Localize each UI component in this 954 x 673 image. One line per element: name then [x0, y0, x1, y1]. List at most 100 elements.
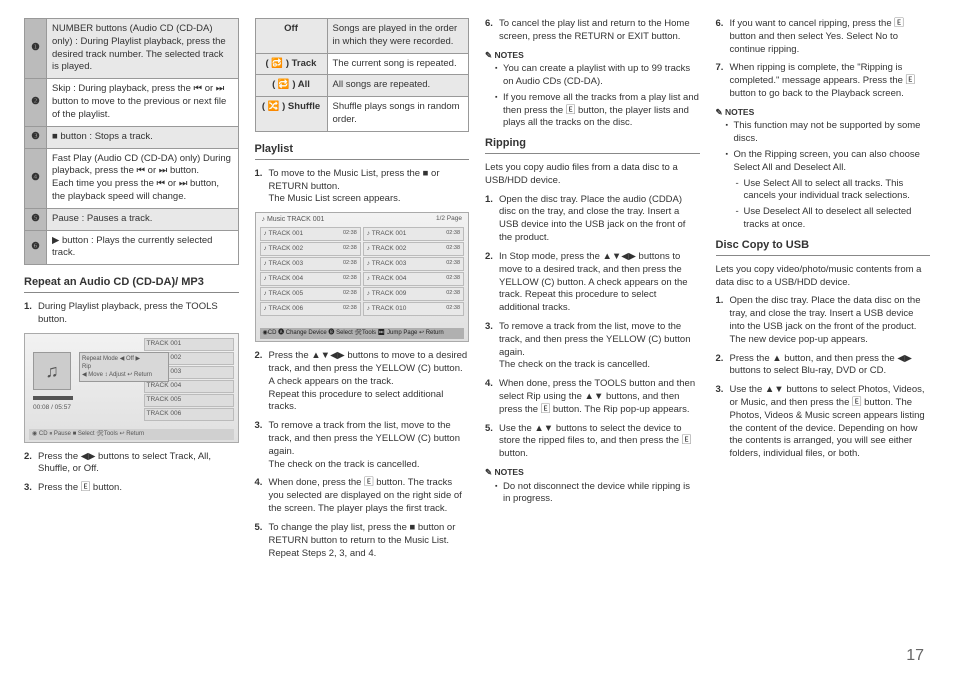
tools-popup: Repeat Mode ◀ Off ▶ Rip ◀ Move ↕ Adjust …	[79, 352, 169, 382]
row-desc: Pause : Pauses a track.	[47, 208, 239, 230]
row-num: ❷	[25, 79, 47, 126]
row-num: ❹	[25, 148, 47, 208]
notes-list: You can create a playlist with up to 99 …	[485, 63, 700, 130]
notes-header: ✎ NOTES	[485, 467, 700, 478]
row-desc: ▶ button : Plays the currently selected …	[47, 230, 239, 265]
mode-label: ( 🔀 ) Shuffle	[255, 97, 327, 132]
list-cell: ♪ TRACK 00302:38	[363, 257, 464, 271]
page-number: 17	[906, 647, 924, 665]
list-cell: ♪ TRACK 00302:38	[260, 257, 361, 271]
list-cell: ♪ TRACK 00902:38	[363, 287, 464, 301]
playlist-steps-cont: 2.Press the ▲▼◀▶ buttons to move to a de…	[255, 350, 470, 560]
repeat-modes-table: OffSongs are played in the order in whic…	[255, 18, 470, 132]
time-readout: 00:08 / 05:57	[33, 404, 71, 413]
step-text: When done, press the 🄴 button. The track…	[269, 477, 462, 514]
mode-desc: The current song is repeated.	[327, 53, 469, 75]
note-item: If you remove all the tracks from a play…	[495, 92, 700, 130]
dash-list: Use Select All to select all tracks. Thi…	[716, 178, 931, 232]
remote-buttons-table: ❶NUMBER buttons (Audio CD (CD-DA) only) …	[24, 18, 239, 265]
column-2: OffSongs are played in the order in whic…	[255, 18, 470, 566]
list-cell: ♪ TRACK 00402:38	[363, 272, 464, 286]
mode-label: ( 🔂 ) Track	[255, 53, 327, 75]
step-text: To change the play list, press the ■ but…	[269, 522, 456, 559]
disccopy-intro: Lets you copy video/photo/music contents…	[716, 264, 931, 290]
row-num: ❻	[25, 230, 47, 265]
column-3: 6.To cancel the play list and return to …	[485, 18, 700, 566]
list-cell: ♪ TRACK 00602:38	[260, 302, 361, 316]
notes-list: Do not disconnect the device while rippi…	[485, 481, 700, 507]
page-columns: ❶NUMBER buttons (Audio CD (CD-DA) only) …	[0, 0, 954, 576]
progress-bar	[33, 396, 73, 400]
step-text: Press the ▲▼◀▶ buttons to move to a desi…	[269, 350, 468, 412]
illustration-playlist-tools: ♫ 00:08 / 05:57 TRACK 001TRACK 002TRACK …	[24, 333, 239, 443]
step-text: Press the ▲ button, and then press the ◀…	[730, 353, 912, 377]
mode-desc: Songs are played in the order in which t…	[327, 19, 469, 54]
list-cell: ♪ TRACK 00102:38	[363, 227, 464, 241]
heading-disccopy: Disc Copy to USB	[716, 238, 931, 256]
step-text: To move to the Music List, press the ■ o…	[269, 168, 440, 205]
repeat-steps: 1.During Playlist playback, press the TO…	[24, 301, 239, 327]
music-icon: ♫	[33, 352, 71, 390]
disccopy-steps: 1.Open the disc tray. Place the data dis…	[716, 295, 931, 461]
column-1: ❶NUMBER buttons (Audio CD (CD-DA) only) …	[24, 18, 239, 566]
ripping-intro: Lets you copy audio files from a data di…	[485, 162, 700, 188]
row-desc: Fast Play (Audio CD (CD-DA) only) During…	[47, 148, 239, 208]
mode-label: ( 🔁 ) All	[255, 75, 327, 97]
illus-footer: ◉ CD ⏸ Pause ■ Select 🛠Tools ↩ Return	[29, 429, 234, 440]
mode-desc: Shuffle plays songs in random order.	[327, 97, 469, 132]
playlist-steps: 1.To move to the Music List, press the ■…	[255, 168, 470, 206]
column-4: 6.If you want to cancel ripping, press t…	[716, 18, 931, 566]
step-text: To cancel the play list and return to th…	[499, 18, 690, 42]
step-text: During Playlist playback, press the TOOL…	[38, 301, 218, 325]
mode-label: Off	[255, 19, 327, 54]
list-cell: ♪ TRACK 00102:38	[260, 227, 361, 241]
row-desc: ■ button : Stops a track.	[47, 126, 239, 148]
row-num: ❶	[25, 19, 47, 79]
track-row: TRACK 001	[144, 338, 234, 351]
step-text: To remove a track from the list, move to…	[499, 321, 691, 370]
illus-page: 1/2 Page	[436, 215, 462, 224]
step-text: To remove a track from the list, move to…	[269, 420, 461, 469]
row-num: ❺	[25, 208, 47, 230]
heading-repeat: Repeat an Audio CD (CD-DA)/ MP3	[24, 275, 239, 293]
illustration-music-list: ♪ Music TRACK 001 1/2 Page ♪ TRACK 00102…	[255, 212, 470, 342]
step-text: Use the ▲▼ buttons to select Photos, Vid…	[730, 384, 925, 459]
notes-header: ✎ NOTES	[485, 50, 700, 61]
list-cell: ♪ TRACK 01002:38	[363, 302, 464, 316]
heading-playlist: Playlist	[255, 142, 470, 160]
notes-header: ✎ NOTES	[716, 107, 931, 118]
step-text: Open the disc tray. Place the data disc …	[730, 295, 921, 344]
row-desc: Skip : During playback, press the ⏮ or ⏭…	[47, 79, 239, 126]
list-cell: ♪ TRACK 00502:38	[260, 287, 361, 301]
track-row: TRACK 006	[144, 408, 234, 421]
mode-desc: All songs are repeated.	[327, 75, 469, 97]
note-item: This function may not be supported by so…	[726, 120, 931, 146]
note-item: On the Ripping screen, you can also choo…	[726, 149, 931, 175]
row-desc: NUMBER buttons (Audio CD (CD-DA) only) :…	[47, 19, 239, 79]
illus-title: ♪ Music TRACK 001	[262, 215, 325, 224]
notes-list: This function may not be supported by so…	[716, 120, 931, 174]
step-text: Open the disc tray. Place the audio (CDD…	[499, 194, 685, 243]
step-text: Press the ◀▶ buttons to select Track, Al…	[38, 451, 211, 475]
playlist-steps-6: 6.To cancel the play list and return to …	[485, 18, 700, 44]
ripping-steps: 1.Open the disc tray. Place the audio (C…	[485, 194, 700, 461]
list-cell: ♪ TRACK 00402:38	[260, 272, 361, 286]
step-text: If you want to cancel ripping, press the…	[730, 18, 904, 55]
note-item: Use Select All to select all tracks. Thi…	[736, 178, 931, 204]
track-grid: ♪ TRACK 00102:38♪ TRACK 00102:38♪ TRACK …	[260, 227, 465, 317]
repeat-steps-cont: 2.Press the ◀▶ buttons to select Track, …	[24, 451, 239, 495]
illus-footer: ◉CD 🅐 Change Device 🅑 Select 🛠Tools ⏭ Ju…	[260, 328, 465, 339]
list-cell: ♪ TRACK 00202:38	[260, 242, 361, 256]
note-item: Use Deselect All to deselect all selecte…	[736, 206, 931, 232]
note-item: Do not disconnect the device while rippi…	[495, 481, 700, 507]
step-text: Press the 🄴 button.	[38, 482, 122, 493]
step-text: When ripping is complete, the "Ripping i…	[730, 62, 916, 99]
row-num: ❸	[25, 126, 47, 148]
note-item: You can create a playlist with up to 99 …	[495, 63, 700, 89]
ripping-steps-cont: 6.If you want to cancel ripping, press t…	[716, 18, 931, 101]
step-text: Use the ▲▼ buttons to select the device …	[499, 423, 691, 460]
step-text: In Stop mode, press the ▲▼◀▶ buttons to …	[499, 251, 688, 313]
step-text: When done, press the TOOLS button and th…	[499, 378, 695, 415]
track-row: TRACK 005	[144, 394, 234, 407]
list-cell: ♪ TRACK 00202:38	[363, 242, 464, 256]
